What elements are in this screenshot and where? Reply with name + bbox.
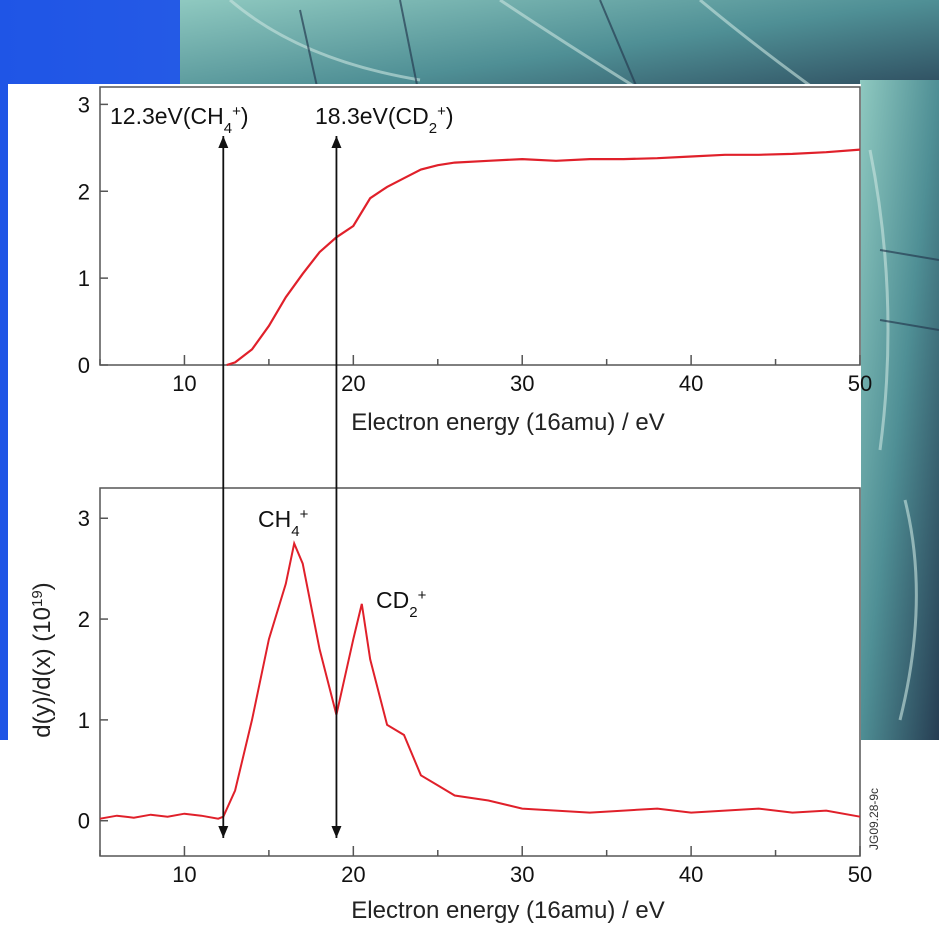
top-x-tick-label: 50	[848, 371, 872, 396]
bottom-y-tick-label: 3	[78, 506, 90, 531]
bottom-y-axis-title: d(y)/d(x) (1019)	[29, 582, 57, 737]
annotation-cd2: 18.3eV(CD2+)	[315, 103, 454, 137]
top-y-tick-label: 2	[78, 179, 90, 204]
bottom-x-ticks: 10 20 30 40 50	[99, 846, 872, 887]
annotation-ch4: 12.3eV(CH4+)	[110, 103, 249, 137]
top-x-axis-title: Electron energy (16amu) / eV	[351, 409, 665, 436]
arrow-head-up-0	[218, 136, 229, 148]
arrow-head-up-1	[331, 136, 342, 148]
top-x-tick-label: 40	[679, 371, 703, 396]
bottom-y-tick-label: 2	[78, 607, 90, 632]
annotation-arrows	[218, 136, 342, 838]
figure-code: JG09.28-9c	[867, 788, 881, 850]
bottom-plot-frame	[99, 487, 861, 857]
top-y-tick-label: 1	[78, 266, 90, 291]
arrow-head-down-1	[331, 826, 342, 838]
bottom-x-tick-label: 30	[510, 862, 534, 887]
top-y-tick-label: 0	[78, 353, 90, 378]
arrow-head-down-0	[218, 826, 229, 838]
label-ch4-peak: CH4+	[258, 506, 309, 540]
bottom-y-tick-label: 1	[78, 708, 90, 733]
top-x-tick-label: 20	[341, 371, 365, 396]
top-y-tick-label: 3	[78, 92, 90, 117]
bottom-x-tick-label: 40	[679, 862, 703, 887]
bottom-series-line	[99, 540, 861, 820]
bottom-chart: 0 1 2 3 10 20 30 40 50 Electron energy (16amu) …	[29, 487, 881, 924]
top-series-line	[226, 148, 861, 367]
label-cd2-peak: CD2+	[376, 587, 427, 621]
top-chart: 0 1 2 3 10 20 30 40 50 Electron energy (16amu) …	[78, 86, 872, 436]
bottom-y-tick-label: 0	[78, 809, 90, 834]
bottom-y-ticks: 0 1 2 3	[78, 506, 108, 834]
top-x-ticks: 10 20 30 40 50	[99, 355, 872, 396]
bottom-x-axis-title: Electron energy (16amu) / eV	[351, 897, 665, 924]
top-x-tick-label: 30	[510, 371, 534, 396]
top-x-tick-label: 10	[172, 371, 196, 396]
top-y-ticks: 0 1 2 3	[78, 92, 108, 378]
bottom-x-tick-label: 20	[341, 862, 365, 887]
bottom-x-tick-label: 50	[848, 862, 872, 887]
bottom-x-tick-label: 10	[172, 862, 196, 887]
top-plot-frame	[99, 86, 861, 366]
figure-panel	[8, 84, 861, 925]
